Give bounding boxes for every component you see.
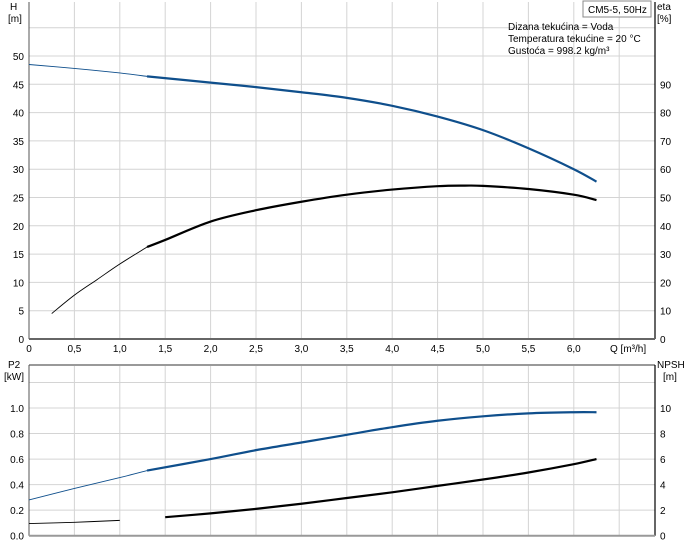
npsh-tick-label: 4 — [660, 481, 666, 492]
q-tick-label: 0,5 — [67, 344, 81, 355]
h-axis-unit: [m] — [8, 14, 22, 25]
h-tick-label: 45 — [13, 80, 25, 91]
q-tick-label: 1,5 — [158, 344, 172, 355]
p2-axis-label: P2 — [8, 360, 21, 371]
h-tick-label: 50 — [13, 52, 25, 63]
p2-curve — [146, 411, 597, 472]
npsh-axis-label: NPSH — [657, 360, 685, 371]
h-curve — [146, 75, 598, 183]
h-tick-label: 30 — [13, 165, 25, 176]
npsh-tick-label: 6 — [660, 455, 666, 466]
npsh-tick-label: 10 — [660, 404, 672, 415]
npsh-tick-label: 8 — [660, 430, 666, 441]
h-axis-label: H — [10, 2, 17, 13]
h-curve-thin — [28, 64, 148, 77]
p2-axis-unit: [kW] — [4, 372, 24, 383]
q-tick-label: 5,0 — [476, 344, 490, 355]
q-tick-label: 2,0 — [204, 344, 218, 355]
p2-curve-thin — [28, 470, 148, 501]
p2-tick-label: 0.6 — [10, 455, 24, 466]
curves — [28, 64, 598, 525]
eta-tick-label: 50 — [660, 194, 672, 205]
h-tick-label: 40 — [13, 109, 25, 120]
q-tick-label: 2,5 — [249, 344, 263, 355]
h-tick-label: 20 — [13, 222, 25, 233]
h-tick-label: 5 — [18, 307, 24, 318]
eta-tick-label: 10 — [660, 307, 672, 318]
eta-curve-thin — [51, 246, 148, 314]
h-tick-label: 35 — [13, 137, 25, 148]
eta-tick-label: 70 — [660, 137, 672, 148]
q-tick-label: 3,5 — [340, 344, 354, 355]
q-tick-label: 3,0 — [294, 344, 308, 355]
npsh-tick-label: 2 — [660, 506, 666, 517]
annotation-fluid: Dizana tekućina = Voda — [508, 22, 614, 33]
grid — [29, 2, 655, 536]
npsh-axis-unit: [m] — [663, 372, 677, 383]
q-tick-label: 4,5 — [431, 344, 445, 355]
eta-tick-label: 90 — [660, 80, 672, 91]
p2-tick-label: 1.0 — [10, 404, 24, 415]
eta-axis-unit: [%] — [657, 14, 672, 25]
q-axis-label: Q [m³/h] — [610, 344, 646, 355]
npsh-curve-thin — [28, 519, 120, 525]
eta-tick-label: 40 — [660, 222, 672, 233]
eta-tick-label: 80 — [660, 109, 672, 120]
title-box: CM5-5, 50Hz — [582, 0, 652, 18]
plot-frames — [28, 2, 656, 537]
q-tick-label: 0 — [26, 344, 32, 355]
p2-tick-label: 0.8 — [10, 430, 24, 441]
eta-tick-label: 20 — [660, 278, 672, 289]
eta-tick-label: 30 — [660, 250, 672, 261]
eta-axis-label: eta — [657, 2, 671, 13]
h-tick-label: 25 — [13, 194, 25, 205]
eta-tick-label: 0 — [660, 335, 666, 346]
h-tick-label: 0 — [18, 335, 24, 346]
annotation-density: Gustoća = 998.2 kg/m³ — [508, 46, 610, 57]
h-tick-label: 15 — [13, 250, 25, 261]
chart-title: CM5-5, 50Hz — [588, 5, 647, 16]
npsh-tick-label: 0 — [660, 532, 666, 542]
q-tick-label: 6,0 — [567, 344, 581, 355]
eta-tick-label: 60 — [660, 165, 672, 176]
h-tick-label: 10 — [13, 278, 25, 289]
p2-tick-label: 0.4 — [10, 481, 24, 492]
q-tick-label: 4,0 — [385, 344, 399, 355]
eta-curve — [146, 184, 597, 249]
p2-tick-label: 0.2 — [10, 506, 24, 517]
q-tick-label: 5,5 — [521, 344, 535, 355]
q-tick-label: 1,0 — [113, 344, 127, 355]
annotation-temperature: Temperatura tekućine = 20 °C — [508, 34, 641, 45]
p2-tick-label: 0.0 — [10, 532, 24, 542]
npsh-curve — [165, 458, 597, 519]
